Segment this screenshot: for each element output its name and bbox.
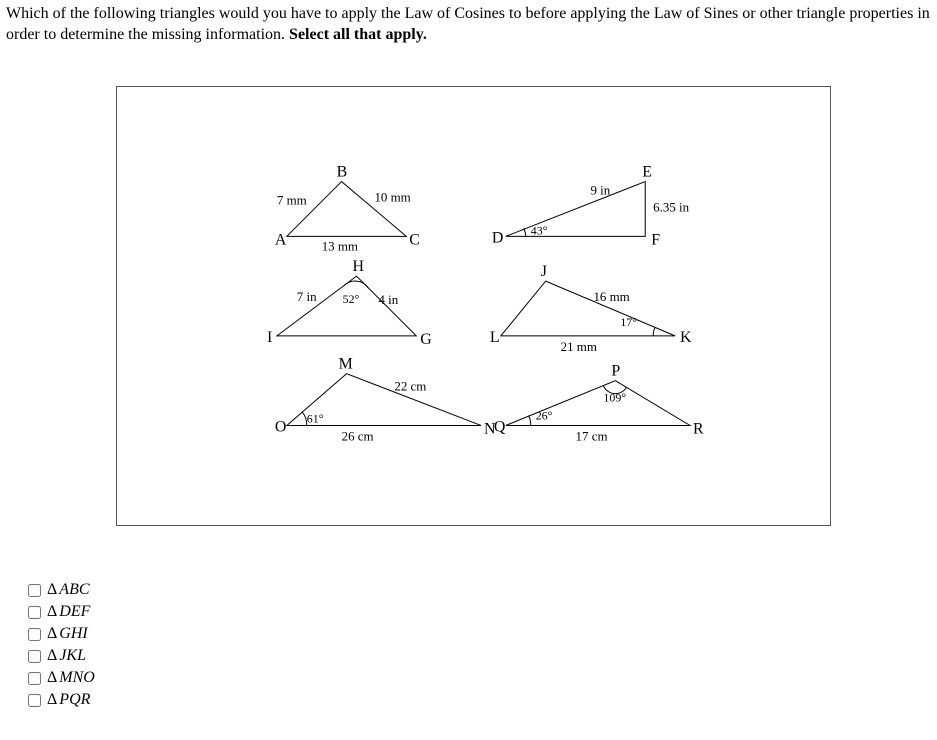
delta-symbol: Δ: [47, 669, 57, 687]
delta-symbol: Δ: [47, 691, 57, 709]
vertex-m: M: [339, 355, 353, 372]
vertex-q: Q: [494, 418, 506, 435]
side-bc: 10 mm: [374, 189, 410, 204]
checkbox-pqr[interactable]: [28, 694, 41, 707]
vertex-g: G: [420, 330, 432, 347]
option-label-mno: MNO: [59, 669, 95, 687]
side-de: 9 in: [590, 182, 610, 197]
option-ghi: ΔGHI: [24, 625, 931, 644]
side-ih: 7 in: [297, 289, 317, 304]
angle-q: 26°: [536, 408, 553, 422]
vertex-j: J: [541, 263, 547, 280]
side-qr: 17 cm: [576, 428, 608, 443]
delta-symbol: Δ: [47, 625, 57, 643]
option-label-pqr: PQR: [59, 691, 90, 709]
option-mno: ΔMNO: [24, 669, 931, 688]
vertex-f: F: [651, 231, 660, 248]
vertex-r: R: [693, 420, 704, 437]
triangle-jkl: L J K 16 mm 21 mm 17°: [490, 263, 692, 354]
side-hg: 4 in: [378, 292, 398, 307]
vertex-a: A: [275, 231, 287, 248]
vertex-b: B: [337, 163, 348, 180]
delta-symbol: Δ: [47, 581, 57, 599]
angle-h: 52°: [343, 292, 360, 306]
angle-k: 17°: [620, 315, 637, 329]
option-abc: ΔABC: [24, 581, 931, 600]
side-lk: 21 mm: [561, 338, 597, 353]
triangle-def: D E F 9 in 6.35 in 43°: [492, 163, 690, 248]
question-instruction: Select all that apply.: [289, 26, 427, 43]
vertex-h: H: [353, 258, 365, 275]
option-jkl: ΔJKL: [24, 647, 931, 666]
delta-symbol: Δ: [47, 603, 57, 621]
delta-symbol: Δ: [47, 647, 57, 665]
checkbox-mno[interactable]: [28, 672, 41, 685]
question-text: Which of the following triangles would y…: [6, 5, 930, 43]
angle-o: 61°: [307, 411, 324, 425]
option-label-jkl: JKL: [59, 647, 86, 665]
checkbox-ghi[interactable]: [28, 628, 41, 641]
option-label-ghi: GHI: [59, 625, 87, 643]
angle-p: 109°: [603, 390, 626, 404]
vertex-o: O: [275, 418, 287, 435]
vertex-i: I: [267, 328, 272, 345]
side-mn: 22 cm: [394, 378, 426, 393]
triangles-figure: A B C 7 mm 10 mm 13 mm D E F 9 in 6.35 i…: [116, 86, 831, 526]
triangle-mno: O M N 22 cm 26 cm 61°: [275, 355, 496, 443]
vertex-p: P: [611, 362, 620, 379]
triangle-ghi: I H G 7 in 4 in 52°: [267, 258, 432, 348]
option-label-def: DEF: [59, 603, 90, 621]
angle-d: 43°: [531, 223, 548, 237]
checkbox-def[interactable]: [28, 606, 41, 619]
side-ac: 13 mm: [322, 238, 358, 253]
option-def: ΔDEF: [24, 603, 931, 622]
triangle-pqr: Q P R 17 cm 26° 109°: [494, 362, 704, 443]
vertex-c: C: [409, 231, 420, 248]
checkbox-jkl[interactable]: [28, 650, 41, 663]
question-stem: Which of the following triangles would y…: [6, 4, 931, 46]
option-pqr: ΔPQR: [24, 691, 931, 710]
side-ab: 7 mm: [277, 192, 307, 207]
vertex-l: L: [490, 328, 500, 345]
triangle-abc: A B C 7 mm 10 mm 13 mm: [275, 163, 420, 253]
option-label-abc: ABC: [59, 581, 89, 599]
side-ef: 6.35 in: [653, 199, 689, 214]
vertex-e: E: [642, 163, 652, 180]
checkbox-abc[interactable]: [28, 584, 41, 597]
side-jk: 16 mm: [593, 289, 629, 304]
vertex-k: K: [680, 328, 692, 345]
answer-options: ΔABC ΔDEF ΔGHI ΔJKL ΔMNO ΔPQR: [24, 581, 931, 710]
side-on: 26 cm: [342, 428, 374, 443]
vertex-d: D: [492, 229, 504, 246]
